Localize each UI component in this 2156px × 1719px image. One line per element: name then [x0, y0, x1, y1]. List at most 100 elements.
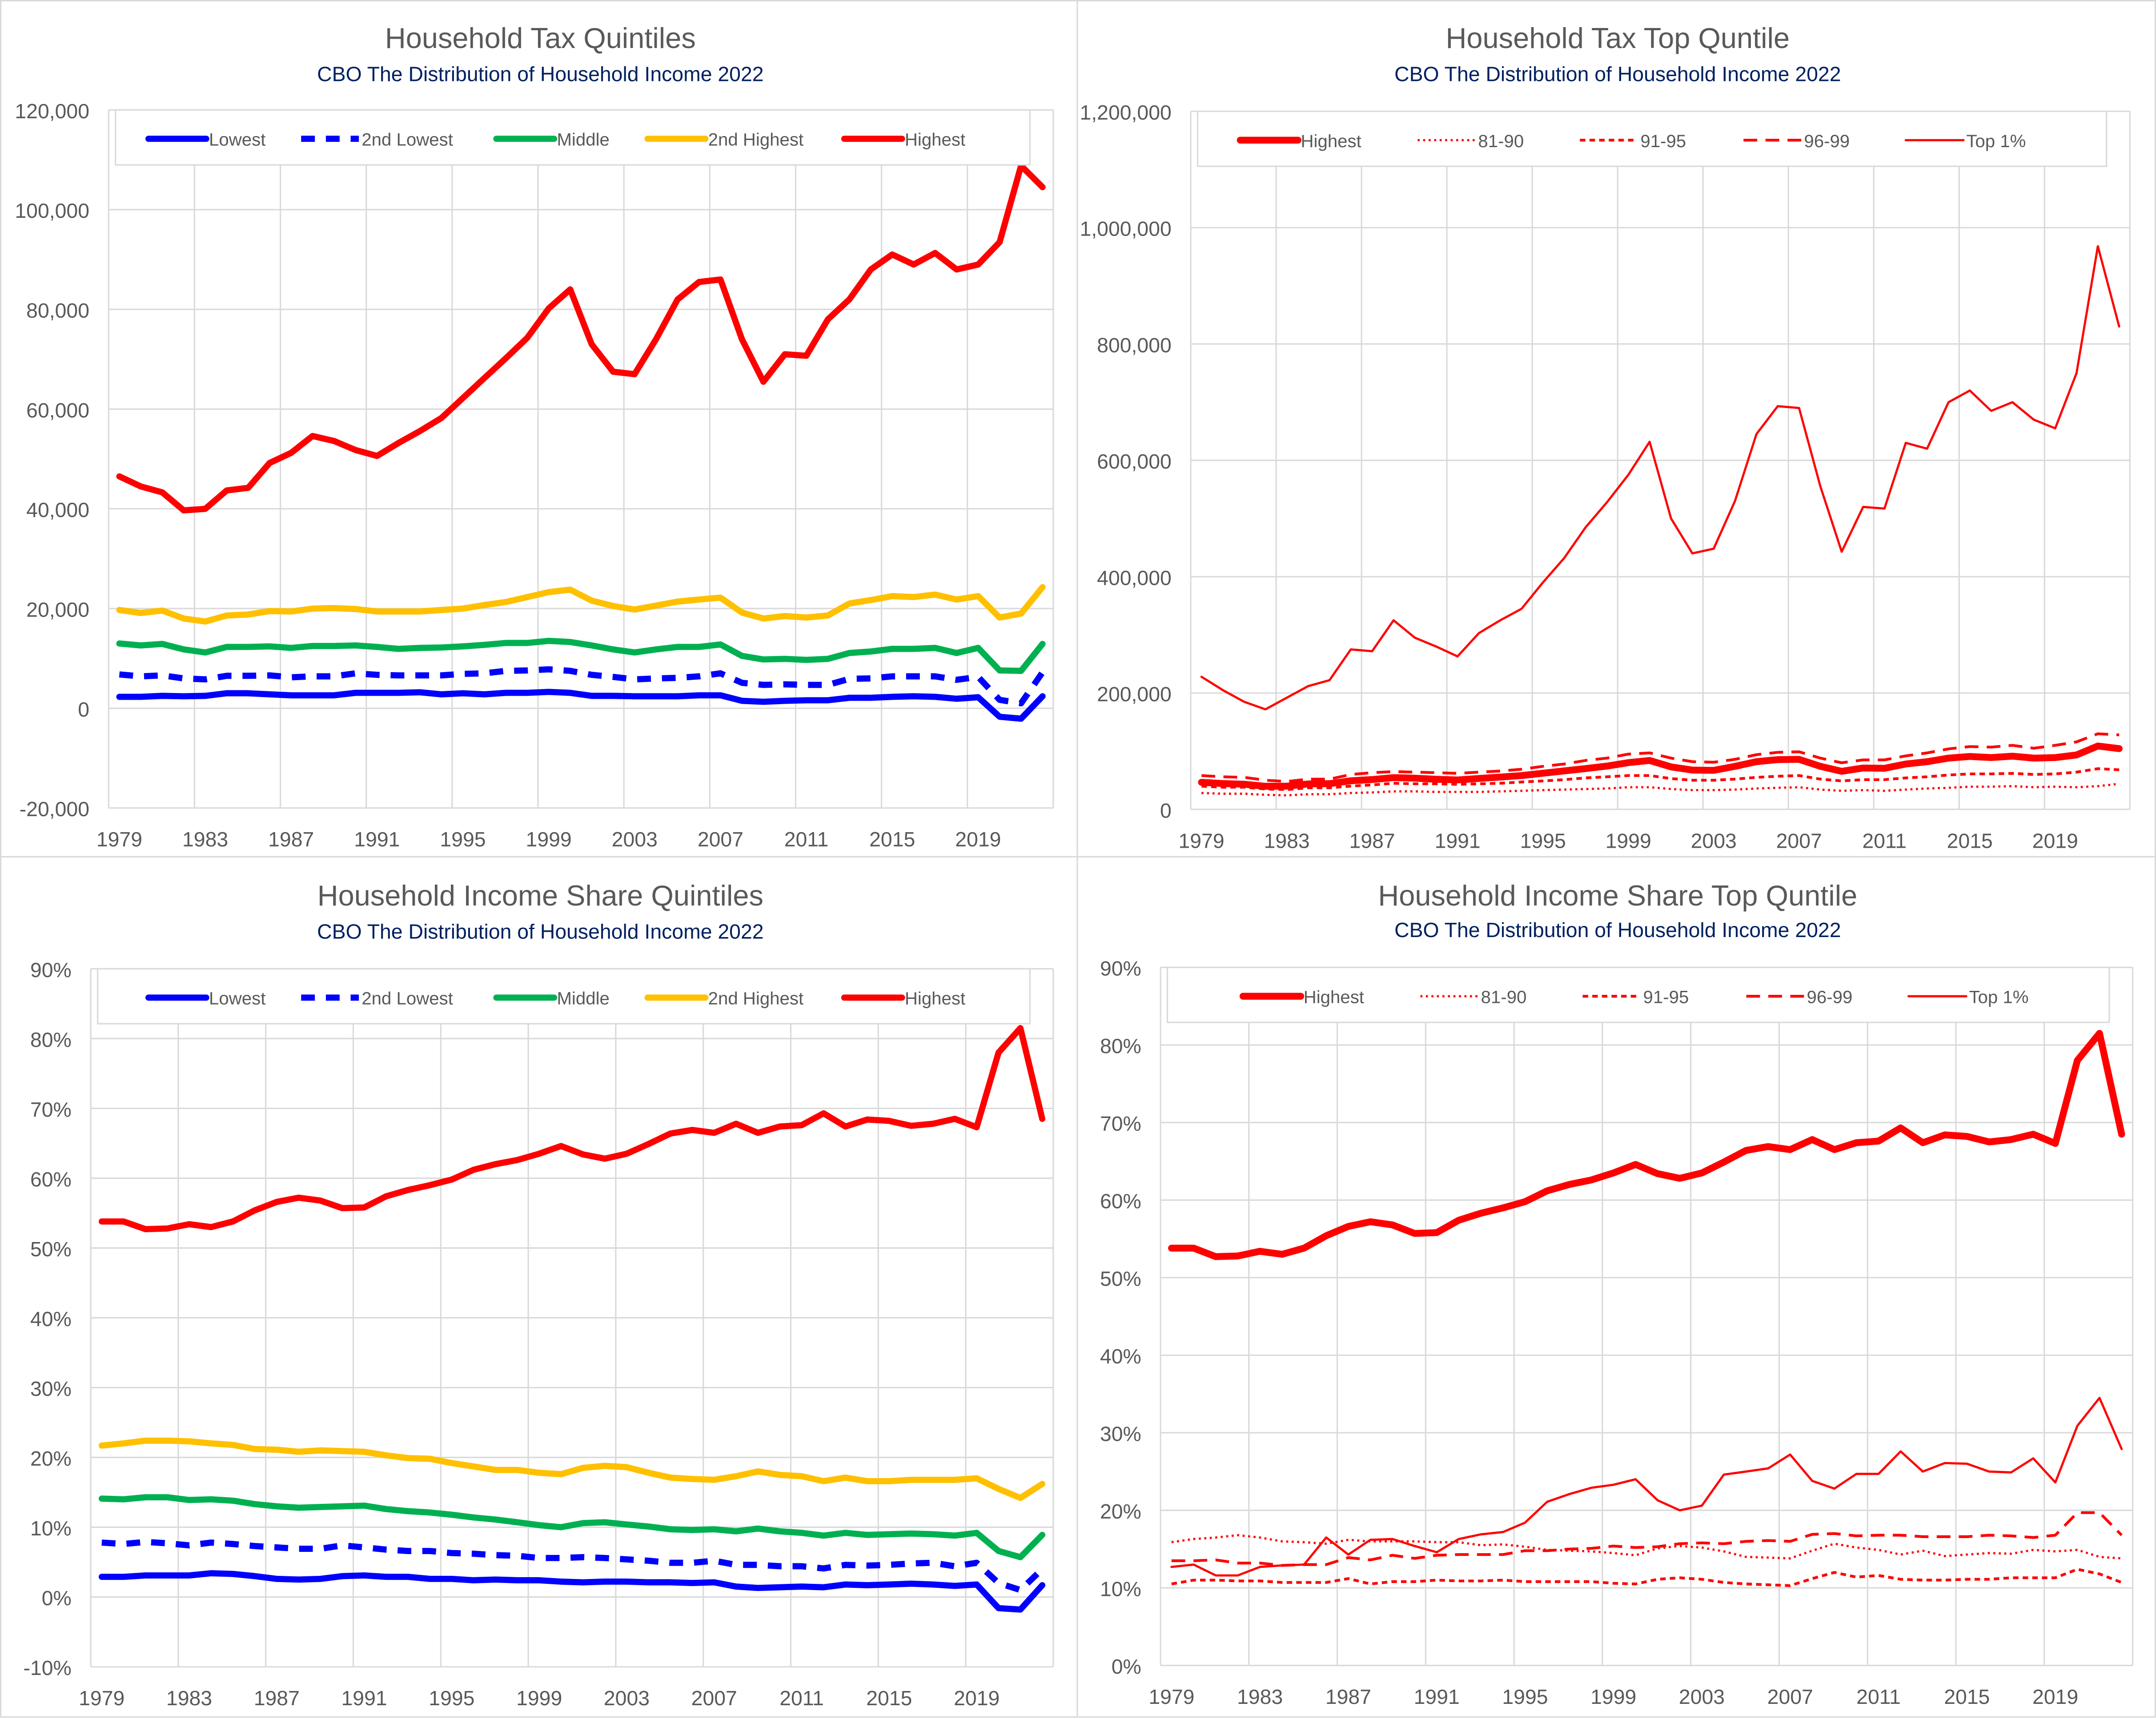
- series-line-top-1-: [1170, 1397, 2123, 1577]
- y-tick-label: 600,000: [1097, 450, 1172, 473]
- x-tick-label: 1991: [354, 828, 400, 851]
- chart-svg: Household Tax Quintiles CBO The Distribut…: [15, 22, 1054, 851]
- x-tick-label: 1999: [526, 828, 572, 851]
- y-tick-label: 20%: [30, 1447, 72, 1470]
- chart-household-tax-top-quintile: Household Tax Top Quntile CBO The Distrib…: [1076, 0, 2156, 857]
- series-line-lowest: [116, 689, 1046, 722]
- y-tick-label: 20%: [1100, 1500, 1141, 1523]
- legend-label: 81-90: [1478, 131, 1524, 151]
- series-line-2nd-highest: [98, 1437, 1046, 1501]
- legend-label: Top 1%: [1966, 131, 2026, 151]
- chart-title: Household Income Share Quintiles: [317, 879, 763, 912]
- x-tick-label: 1983: [1264, 829, 1310, 852]
- y-tick-label: 60%: [1100, 1190, 1141, 1213]
- x-tick-label: 1987: [1325, 1685, 1371, 1708]
- y-tick-label: 10%: [1100, 1578, 1141, 1601]
- x-tick-label: 2019: [955, 828, 1001, 851]
- x-tick-label: 2007: [691, 1687, 737, 1710]
- x-tick-label: 1995: [429, 1687, 474, 1710]
- y-tick-label: 0: [1160, 799, 1172, 822]
- y-tick-label: -10%: [24, 1656, 72, 1679]
- y-tick-label: 200,000: [1097, 683, 1172, 706]
- legend-label: 2nd Lowest: [361, 989, 453, 1009]
- chart-title: Household Tax Quintiles: [385, 22, 696, 54]
- series-line-96-99: [1201, 732, 2120, 783]
- chart-household-income-share-quintiles: Household Income Share Quintiles CBO The …: [0, 856, 1078, 1718]
- x-tick-label: 2007: [1767, 1685, 1813, 1708]
- y-tick-label: -20,000: [20, 797, 89, 821]
- y-tick-label: 50%: [1100, 1267, 1141, 1290]
- x-tick-label: 2003: [1679, 1685, 1725, 1708]
- legend-label: 91-95: [1643, 987, 1689, 1007]
- x-tick-label: 2003: [612, 828, 658, 851]
- y-tick-label: 800,000: [1097, 333, 1172, 357]
- legend-label: Highest: [1304, 987, 1364, 1007]
- series-line-81-90: [1171, 1534, 2122, 1560]
- y-tick-label: 40%: [1100, 1345, 1141, 1368]
- chart-title: Household Income Share Top Quntile: [1378, 879, 1857, 912]
- y-tick-label: 50%: [30, 1238, 72, 1261]
- chart-subtitle: CBO The Distribution of Household Income…: [1394, 918, 1841, 942]
- x-tick-label: 1979: [79, 1687, 124, 1710]
- legend-label: Middle: [557, 130, 609, 150]
- legend-label: Middle: [557, 989, 609, 1009]
- x-tick-label: 2015: [866, 1687, 912, 1710]
- y-tick-label: 40,000: [26, 498, 89, 521]
- legend-label: 2nd Highest: [708, 130, 804, 150]
- y-tick-label: 90%: [30, 958, 72, 982]
- legend-label: 2nd Highest: [708, 989, 804, 1009]
- x-tick-label: 1987: [268, 828, 314, 851]
- legend-label: Highest: [1301, 131, 1361, 151]
- x-tick-label: 1999: [1590, 1685, 1636, 1708]
- legend-label: Top 1%: [1969, 987, 2028, 1007]
- y-tick-label: 1,000,000: [1080, 217, 1172, 240]
- x-tick-label: 2011: [784, 828, 829, 851]
- x-tick-label: 1991: [1435, 829, 1481, 852]
- y-tick-label: 0%: [1112, 1655, 1141, 1678]
- chart-subtitle: CBO The Distribution of Household Income…: [317, 920, 763, 943]
- x-tick-label: 1979: [1148, 1685, 1194, 1708]
- x-tick-label: 2011: [1862, 829, 1907, 852]
- x-tick-label: 2007: [698, 828, 743, 851]
- x-tick-label: 1983: [166, 1687, 212, 1710]
- series-line-middle: [116, 637, 1046, 674]
- x-tick-label: 1999: [1606, 829, 1651, 852]
- legend: Lowest 2nd Lowest Middle 2nd Highest Highest: [115, 109, 1031, 166]
- x-tick-label: 1995: [440, 828, 486, 851]
- x-tick-label: 2003: [1691, 829, 1737, 852]
- legend-label: Lowest: [209, 130, 265, 150]
- x-tick-label: 1987: [1349, 829, 1395, 852]
- chart-svg: Household Tax Top Quntile CBO The Distrib…: [1080, 22, 2131, 852]
- y-tick-label: 80,000: [26, 299, 89, 322]
- x-tick-label: 2007: [1776, 829, 1822, 852]
- y-tick-label: 120,000: [15, 100, 89, 123]
- x-tick-label: 2003: [604, 1687, 650, 1710]
- x-tick-label: 1979: [1179, 829, 1225, 852]
- series-line-highest: [1198, 742, 2123, 790]
- y-tick-label: 10%: [30, 1517, 72, 1540]
- series-line-highest: [116, 162, 1046, 514]
- y-tick-label: 90%: [1100, 957, 1141, 980]
- x-tick-label: 2019: [2032, 829, 2078, 852]
- x-tick-label: 1999: [516, 1687, 562, 1710]
- chart-subtitle: CBO The Distribution of Household Income…: [317, 62, 763, 85]
- y-tick-label: 30%: [1100, 1422, 1141, 1446]
- legend-label: 91-95: [1640, 131, 1686, 151]
- x-tick-label: 1991: [1414, 1685, 1460, 1708]
- x-tick-label: 2019: [954, 1687, 1000, 1710]
- y-tick-label: 1,200,000: [1080, 101, 1172, 124]
- series-line-top-1-: [1200, 245, 2120, 711]
- legend: Highest 81-90 91-95 96-99 Top 1%: [1197, 110, 2108, 167]
- chart-household-tax-quintiles: Household Tax Quintiles CBO The Distribut…: [0, 0, 1078, 857]
- y-tick-label: 80%: [1100, 1034, 1141, 1058]
- chart-svg: Household Income Share Top Quntile CBO Th…: [1100, 879, 2134, 1708]
- legend-label: Highest: [905, 130, 965, 150]
- chart-subtitle: CBO The Distribution of Household Income…: [1394, 62, 1841, 85]
- y-tick-label: 0%: [42, 1587, 72, 1610]
- legend-box: [1166, 966, 2110, 1023]
- legend: Highest 81-90 91-95 96-99 Top 1%: [1166, 966, 2110, 1023]
- series-line-middle: [98, 1494, 1046, 1560]
- y-tick-label: 20,000: [26, 598, 89, 621]
- x-tick-label: 2019: [2032, 1685, 2078, 1708]
